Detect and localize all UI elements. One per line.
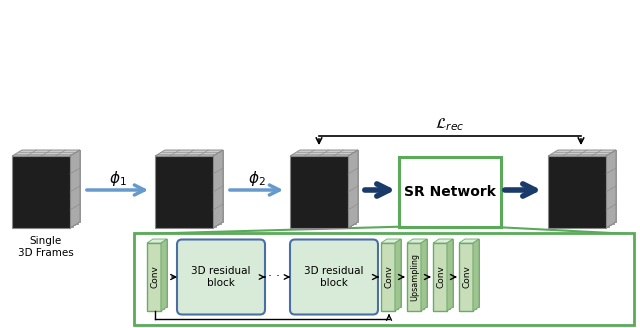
- Polygon shape: [298, 152, 355, 223]
- Text: Single
3D Frames: Single 3D Frames: [18, 236, 74, 257]
- Polygon shape: [553, 153, 611, 225]
- Text: Conv: Conv: [463, 266, 472, 288]
- Polygon shape: [548, 156, 606, 228]
- Text: · · ·: · · ·: [268, 270, 288, 282]
- Text: Conv: Conv: [385, 266, 394, 288]
- Polygon shape: [213, 150, 223, 228]
- Polygon shape: [558, 150, 616, 222]
- Polygon shape: [70, 150, 80, 228]
- Polygon shape: [348, 150, 358, 228]
- Polygon shape: [22, 150, 80, 222]
- Polygon shape: [548, 150, 616, 156]
- Polygon shape: [556, 152, 614, 223]
- Polygon shape: [157, 154, 216, 227]
- Text: Super-resolved
Frames: Super-resolved Frames: [543, 236, 621, 257]
- Text: Conv: Conv: [150, 266, 159, 288]
- Polygon shape: [550, 154, 609, 227]
- FancyBboxPatch shape: [290, 239, 378, 315]
- Polygon shape: [290, 156, 348, 228]
- Polygon shape: [439, 239, 453, 307]
- Polygon shape: [433, 243, 447, 311]
- Text: SR Network: SR Network: [404, 185, 496, 199]
- Polygon shape: [19, 152, 77, 223]
- FancyBboxPatch shape: [399, 157, 501, 227]
- Polygon shape: [161, 239, 167, 311]
- Polygon shape: [407, 243, 421, 311]
- Polygon shape: [300, 150, 358, 222]
- Polygon shape: [447, 239, 453, 311]
- Polygon shape: [147, 243, 161, 311]
- Polygon shape: [459, 239, 479, 243]
- Text: Augmented
Frames: Augmented Frames: [159, 236, 220, 257]
- Polygon shape: [290, 150, 358, 156]
- Polygon shape: [15, 154, 72, 227]
- Polygon shape: [606, 150, 616, 228]
- Polygon shape: [292, 154, 351, 227]
- Polygon shape: [384, 241, 398, 309]
- Text: 3D residual
block: 3D residual block: [191, 266, 251, 288]
- Polygon shape: [163, 152, 221, 223]
- Polygon shape: [413, 239, 427, 307]
- Polygon shape: [410, 241, 424, 309]
- Polygon shape: [153, 239, 167, 307]
- Polygon shape: [165, 150, 223, 222]
- Polygon shape: [421, 239, 427, 311]
- Text: 3D residual
block: 3D residual block: [304, 266, 364, 288]
- Polygon shape: [473, 239, 479, 311]
- Polygon shape: [147, 239, 167, 243]
- Polygon shape: [465, 239, 479, 307]
- Polygon shape: [160, 153, 218, 225]
- Text: $\phi_2$: $\phi_2$: [248, 169, 266, 188]
- Polygon shape: [462, 241, 476, 309]
- Polygon shape: [407, 239, 427, 243]
- Polygon shape: [150, 241, 164, 309]
- Polygon shape: [459, 243, 473, 311]
- Polygon shape: [381, 239, 401, 243]
- Text: Conv: Conv: [436, 266, 445, 288]
- Polygon shape: [433, 239, 453, 243]
- Polygon shape: [12, 156, 70, 228]
- Polygon shape: [436, 241, 450, 309]
- Text: Upsampling: Upsampling: [410, 253, 419, 301]
- Polygon shape: [395, 239, 401, 311]
- Polygon shape: [295, 153, 353, 225]
- Polygon shape: [155, 156, 213, 228]
- Text: $\mathcal{L}_{rec}$: $\mathcal{L}_{rec}$: [435, 116, 465, 133]
- Text: $\phi_1$: $\phi_1$: [109, 169, 126, 188]
- FancyBboxPatch shape: [134, 233, 634, 325]
- Polygon shape: [155, 150, 223, 156]
- Polygon shape: [12, 150, 80, 156]
- FancyBboxPatch shape: [177, 239, 265, 315]
- Polygon shape: [387, 239, 401, 307]
- Text: Downgraded
Frames: Downgraded Frames: [291, 236, 357, 257]
- Polygon shape: [381, 243, 395, 311]
- Polygon shape: [17, 153, 75, 225]
